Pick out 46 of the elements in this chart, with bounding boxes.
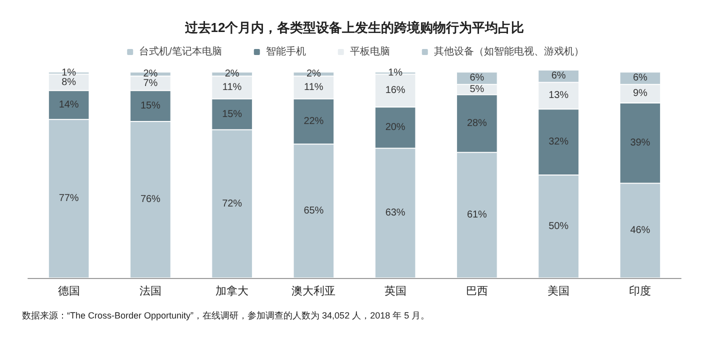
source-note: 数据来源：“The Cross-Border Opportunity”，在线调研，参加调查的人数为 34,052 人，2018 年 5 月。 — [22, 310, 430, 320]
data-label: 14% — [58, 100, 79, 111]
x-tick-label: 法国 — [139, 284, 162, 298]
data-label: 13% — [548, 90, 569, 102]
data-label: 16% — [385, 85, 406, 96]
x-tick-label: 加拿大 — [216, 284, 249, 298]
data-label: 20% — [385, 122, 406, 134]
data-label: 65% — [304, 206, 324, 217]
legend-label: 平板电脑 — [350, 46, 390, 58]
x-tick-label: 澳大利亚 — [292, 284, 336, 298]
data-label: 63% — [385, 208, 406, 219]
data-label: 15% — [222, 108, 242, 120]
data-label: 11% — [222, 82, 242, 94]
legend-label: 台式机/笔记本电脑 — [139, 46, 222, 58]
data-label: 2% — [224, 68, 240, 80]
x-tick-label: 巴西 — [466, 286, 488, 298]
chart-title: 过去12个月内，各类型设备上发生的跨境购物行为平均占比 — [184, 20, 524, 35]
data-label: 2% — [306, 68, 322, 80]
data-label: 1% — [388, 68, 403, 79]
data-label: 11% — [304, 82, 324, 94]
data-label: 6% — [632, 72, 648, 84]
legend-label: 智能手机 — [266, 46, 306, 58]
data-label: 61% — [466, 210, 488, 221]
data-label: 15% — [140, 100, 161, 112]
data-label: 9% — [632, 88, 648, 100]
data-label: 46% — [630, 225, 650, 236]
data-label: 32% — [548, 136, 569, 148]
legend-label: 其他设备（如智能电视、游戏机） — [434, 46, 584, 58]
data-label: 39% — [630, 138, 650, 149]
data-label: 6% — [470, 72, 484, 84]
data-label: 6% — [551, 70, 566, 82]
data-label: 72% — [222, 198, 242, 210]
data-label: 2% — [143, 68, 158, 80]
data-label: 1% — [62, 68, 76, 79]
x-tick-label: 英国 — [384, 284, 406, 298]
data-label: 50% — [548, 221, 569, 232]
data-label: 76% — [140, 194, 161, 206]
data-label: 28% — [466, 118, 488, 130]
x-tick-label: 印度 — [629, 284, 652, 298]
x-tick-label: 德国 — [58, 286, 80, 298]
x-tick-label: 美国 — [548, 284, 570, 298]
data-label: 77% — [58, 193, 79, 204]
data-label: 5% — [470, 84, 484, 96]
data-label: 8% — [62, 76, 76, 88]
data-label: 7% — [143, 78, 158, 89]
data-label: 22% — [304, 116, 324, 127]
